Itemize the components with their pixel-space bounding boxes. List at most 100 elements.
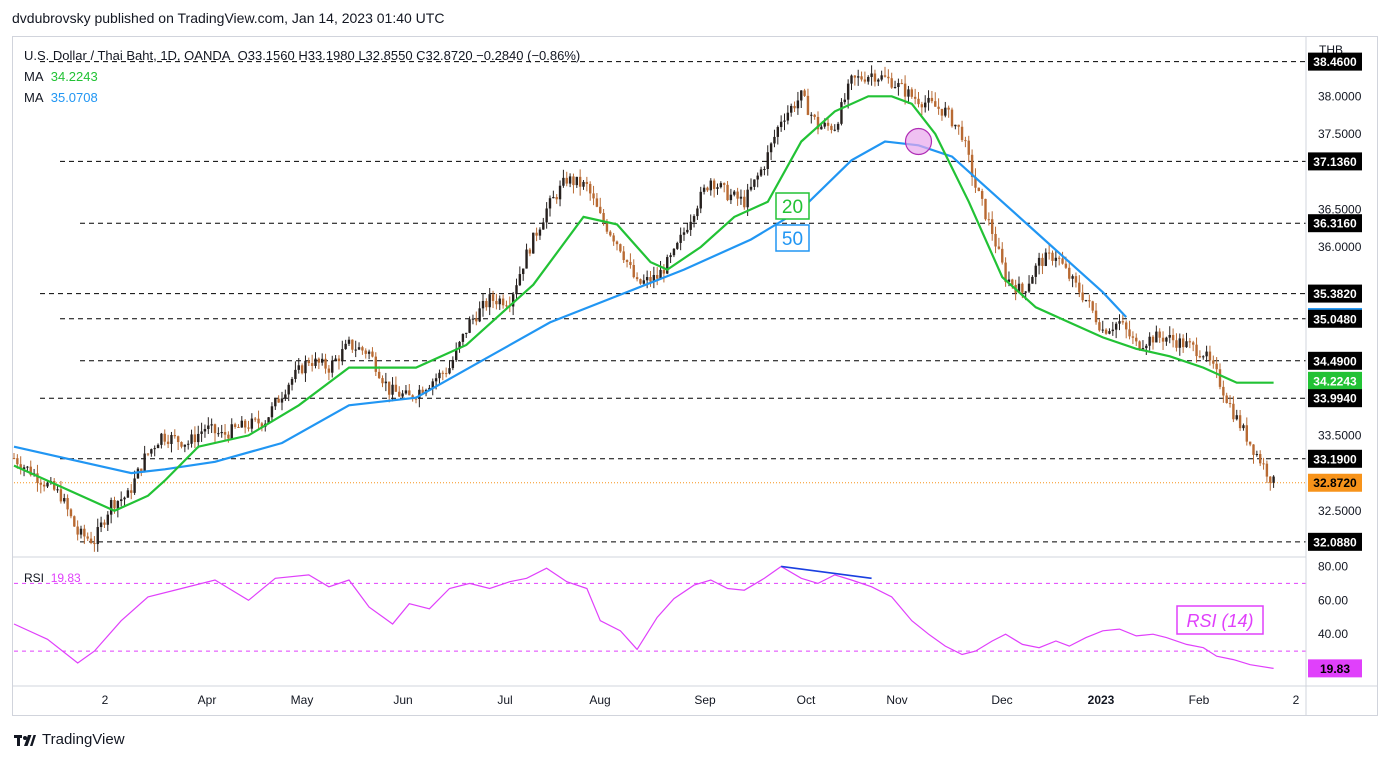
candle-body (46, 482, 49, 487)
candle-body (505, 305, 508, 307)
candle-body (726, 184, 729, 201)
candle-body (739, 196, 743, 199)
candle-body (488, 294, 491, 308)
candle-body (56, 489, 59, 491)
candle-body (1114, 323, 1118, 330)
candle-body (438, 372, 441, 379)
time-axis-label: Jul (497, 693, 512, 707)
candle-body (991, 219, 994, 234)
candle-body (542, 222, 545, 230)
ma50-line[interactable] (13, 140, 1128, 475)
candle-body (967, 140, 970, 155)
candle-body (197, 433, 200, 443)
rsi-line[interactable] (13, 565, 1274, 669)
candle-body (746, 189, 749, 208)
candle-body (240, 420, 243, 428)
candle-body (803, 90, 806, 96)
price-tag-label: 34.2243 (1313, 374, 1357, 388)
price-tick-label: 37.5000 (1318, 127, 1362, 141)
candle-body (103, 522, 106, 525)
time-axis-label: 2 (102, 693, 109, 707)
candle-body (702, 187, 706, 192)
candlesticks (12, 65, 1275, 552)
candle-body (930, 97, 934, 102)
candle-body (381, 378, 384, 384)
candle-body (622, 251, 625, 261)
ma-cross-annotation (904, 127, 933, 156)
ma50-legend[interactable]: MA 35.0708 (24, 87, 580, 108)
candle-body (1242, 425, 1245, 429)
candle-body (1061, 258, 1064, 264)
candle-body (491, 294, 495, 301)
candle-body (96, 527, 99, 545)
candle-body (1024, 291, 1027, 293)
candle-body (1064, 263, 1068, 268)
candle-body (619, 244, 622, 252)
candle-body (260, 423, 264, 427)
candle-body (257, 418, 260, 424)
candle-body (86, 536, 89, 539)
candle-body (1272, 476, 1275, 483)
candle-body (790, 105, 793, 113)
time-axis-label: 2023 (1088, 693, 1115, 707)
candle-body (26, 466, 29, 468)
candle-body (635, 277, 639, 280)
candle-body (907, 89, 910, 97)
rsi-pane: 80.00 60.00 40.00 19.83 RSI (14) (13, 559, 1362, 678)
candle-body (243, 420, 247, 428)
rsi-legend[interactable]: RSI 19.83 (24, 571, 81, 585)
ma20-line[interactable] (13, 95, 1274, 513)
candle-body (833, 129, 836, 131)
candle-body (944, 107, 947, 116)
price-tag-label: 36.3160 (1313, 217, 1357, 231)
candle-body (743, 196, 746, 208)
price-tag-bg (1308, 532, 1362, 551)
candle-body (1255, 454, 1259, 456)
ma20-value: 34.2243 (50, 69, 98, 84)
candle-body (361, 347, 364, 351)
candle-body (297, 365, 300, 370)
candle-body (1161, 337, 1165, 342)
candle-body (22, 467, 26, 470)
candle-body (840, 102, 843, 124)
time-axis-label: Jun (393, 693, 412, 707)
candle-body (1148, 336, 1151, 346)
candle-body (1031, 276, 1034, 284)
candle-body (287, 384, 290, 395)
rsi-tick-label: 60.00 (1318, 593, 1348, 607)
candle-body (434, 378, 438, 382)
rsi-label: RSI (24, 571, 45, 585)
candle-body (1101, 329, 1104, 331)
candle-body (696, 208, 699, 217)
time-axis-label: May (291, 693, 314, 707)
candle-body (190, 434, 193, 444)
candle-body (441, 372, 444, 374)
ohlc-values: O33.1560 H33.1980 L32.8550 C32.8720 −0.2… (237, 48, 581, 63)
candle-body (126, 490, 130, 498)
candle-body (160, 433, 163, 445)
candle-body (515, 285, 518, 295)
candle-body (1041, 257, 1044, 266)
candle-body (227, 434, 230, 439)
candle-body (294, 369, 297, 380)
candle-body (388, 381, 391, 395)
tradingview-brand: TradingView (42, 731, 125, 748)
candle-body (645, 277, 649, 281)
candle-body (1128, 329, 1131, 337)
candle-body (284, 394, 287, 399)
candle-body (692, 216, 696, 222)
candle-body (1168, 334, 1171, 338)
candle-body (639, 279, 642, 284)
price-tag-label: 37.1360 (1313, 155, 1357, 169)
candle-body (166, 441, 170, 444)
price-tag-label: 35.3820 (1313, 287, 1357, 301)
candle-body (984, 198, 987, 220)
candle-body (1078, 282, 1081, 293)
candle-body (535, 232, 538, 236)
tradingview-footer[interactable]: TradingView (14, 731, 125, 748)
price-axis: THB38.000037.500036.500036.000033.500032… (1308, 43, 1362, 551)
candle-body (532, 232, 535, 254)
ma20-legend[interactable]: MA 34.2243 (24, 66, 580, 87)
ma20-label: MA (24, 69, 44, 84)
